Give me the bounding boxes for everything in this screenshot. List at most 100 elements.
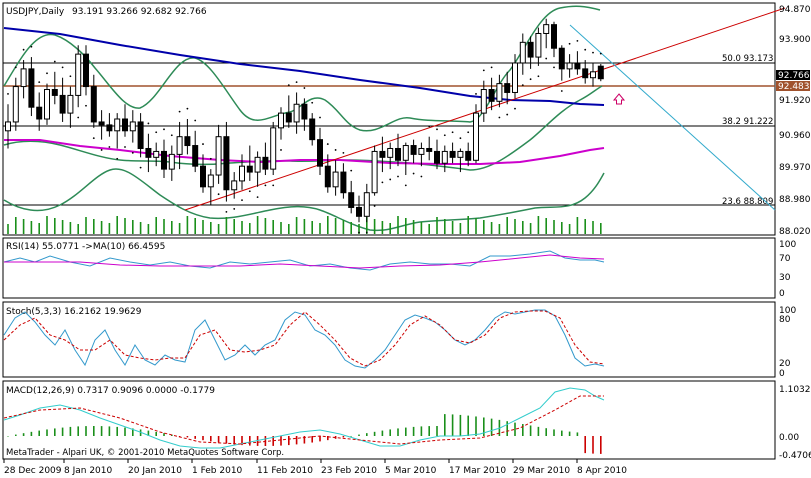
macd-bar xyxy=(319,436,321,442)
volume-bar xyxy=(405,218,407,234)
sar-dot xyxy=(545,57,548,60)
price-tick-2: 93.900 xyxy=(779,35,811,45)
candle-body xyxy=(51,89,58,96)
macd-bar xyxy=(100,426,103,436)
macd-bar xyxy=(61,427,64,436)
volume-bar xyxy=(350,222,352,234)
sar-dot xyxy=(217,193,220,196)
volume-bar xyxy=(522,221,524,234)
time-label: 8 Jan 2010 xyxy=(64,466,112,476)
macd-bar xyxy=(366,433,368,436)
candle-body xyxy=(83,53,89,88)
volume-bar xyxy=(475,218,477,234)
sar-dot xyxy=(428,125,431,128)
macd-bar xyxy=(186,436,189,438)
macd-bar xyxy=(124,427,126,436)
sar-dot xyxy=(14,66,17,69)
sar-dot xyxy=(319,116,321,119)
candle-body xyxy=(59,94,66,114)
candle-body xyxy=(98,121,105,126)
candle-body xyxy=(5,121,11,132)
sar-dot xyxy=(397,175,399,178)
sar-dot xyxy=(350,169,353,172)
sar-dot xyxy=(404,184,407,187)
sar-dot xyxy=(280,149,282,151)
candle-body xyxy=(480,89,487,114)
volume-bar xyxy=(77,224,79,234)
sar-dot xyxy=(459,137,462,140)
candlesticks xyxy=(5,18,604,223)
volume-bar xyxy=(272,220,274,234)
macd-bar xyxy=(584,436,586,454)
volume-bar xyxy=(116,216,118,234)
volume-bar xyxy=(467,216,469,234)
candle-body xyxy=(129,121,136,132)
stoch-tick-0: 0 xyxy=(779,369,785,379)
macd-panel: MACD(12,26,9) 0.7317 0.9096 0.0000 -0.17… xyxy=(2,380,811,461)
macd-bar xyxy=(178,436,181,437)
volume-bar xyxy=(553,220,555,234)
candle-body xyxy=(20,68,27,88)
candle-body xyxy=(512,62,518,93)
sar-dot xyxy=(467,131,470,134)
stoch-tick-80: 80 xyxy=(779,315,791,325)
macd-bar xyxy=(225,436,228,444)
time-label: 1 Feb 2010 xyxy=(192,466,243,476)
volume-bar xyxy=(428,224,430,234)
candle-body xyxy=(527,41,534,58)
sar-dot xyxy=(381,181,384,184)
volume-bar xyxy=(85,217,87,234)
sar-dot xyxy=(326,143,329,145)
sar-dot xyxy=(209,157,212,160)
time-label: 17 Mar 2010 xyxy=(449,466,506,476)
candle-body xyxy=(434,150,440,164)
rsi-tick-30: 30 xyxy=(779,273,791,283)
candle-body xyxy=(122,118,128,132)
macd-bar xyxy=(381,430,384,436)
candle-body xyxy=(114,118,121,132)
candle-body xyxy=(449,150,456,158)
macd-bar xyxy=(116,426,118,436)
volume-bar xyxy=(69,222,72,234)
macd-bar xyxy=(54,428,56,436)
volume-bar xyxy=(15,217,17,234)
volume-bars xyxy=(7,216,602,234)
candle-body xyxy=(597,65,604,80)
candle-body xyxy=(90,86,97,123)
volume-bar xyxy=(178,223,181,234)
macd-bar xyxy=(537,426,540,436)
ma-blue xyxy=(3,27,605,106)
sar-dot xyxy=(256,196,259,199)
volume-bar xyxy=(264,218,267,234)
candle-body xyxy=(379,150,386,158)
volume-bar xyxy=(366,217,368,234)
candle-body xyxy=(590,71,596,79)
sar-dot xyxy=(241,199,243,201)
time-label: 28 Dec 2009 xyxy=(4,466,62,476)
macd-bar xyxy=(420,426,423,436)
candle-body xyxy=(402,145,409,161)
volume-bar xyxy=(381,221,384,234)
volume-bar xyxy=(217,224,220,234)
macd-bar xyxy=(22,433,25,436)
rsi-tick-0: 0 xyxy=(779,289,785,299)
sar-dot xyxy=(202,143,204,145)
fib-label-236: 23.6 88.809 xyxy=(722,197,773,207)
sar-dot xyxy=(178,110,181,113)
volume-bar xyxy=(225,217,228,234)
macd-bar xyxy=(249,436,251,446)
ohlc-label: 93.191 93.266 92.682 92.766 xyxy=(72,7,207,17)
sar-dot xyxy=(163,128,165,131)
sar-dot xyxy=(7,93,9,95)
macd-bar xyxy=(327,436,329,441)
macd-bar xyxy=(553,429,555,436)
volume-bar xyxy=(147,224,150,234)
macd-bar xyxy=(155,431,157,436)
volume-bar xyxy=(537,216,540,234)
candle-body xyxy=(44,89,50,120)
sar-dot xyxy=(303,87,306,89)
candle-body xyxy=(207,174,214,188)
macd-signal-line xyxy=(3,395,604,445)
macd-bar xyxy=(288,436,290,446)
